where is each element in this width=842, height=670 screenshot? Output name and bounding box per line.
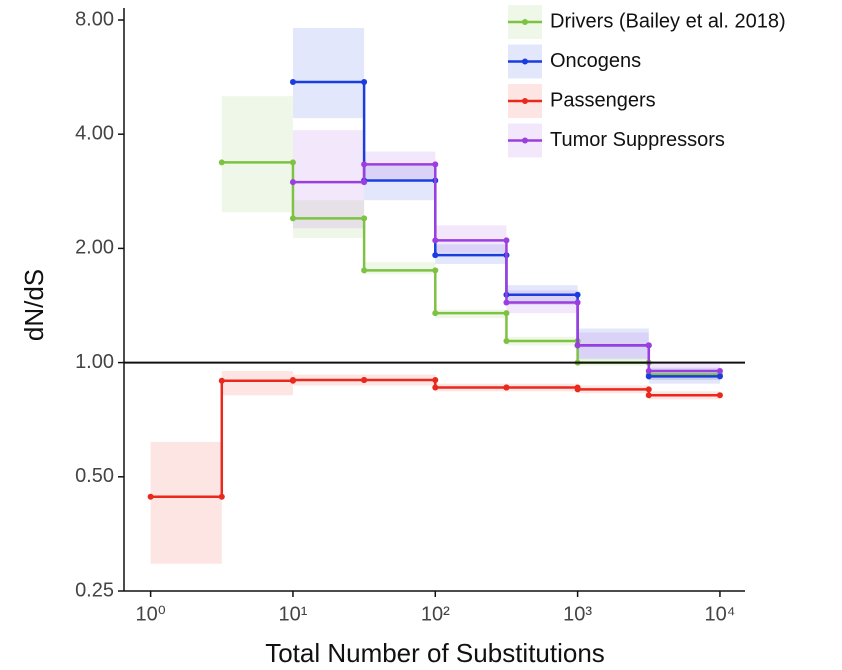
ci-band — [221, 96, 293, 213]
point — [645, 368, 652, 375]
point — [645, 392, 652, 399]
point — [218, 377, 225, 384]
x-tick-label: 10⁴ — [705, 603, 736, 625]
point — [361, 161, 368, 168]
ci-band — [292, 28, 365, 119]
point — [503, 338, 510, 345]
point — [716, 392, 723, 399]
x-tick-label: 10² — [421, 603, 450, 625]
point — [432, 310, 439, 317]
point — [716, 368, 723, 375]
point — [432, 384, 439, 391]
ci-band — [577, 328, 649, 360]
point — [503, 384, 510, 391]
ci-band — [364, 262, 436, 275]
legend-label: Tumor Suppressors — [550, 129, 725, 151]
point — [645, 373, 652, 380]
y-tick-label: 0.25 — [75, 579, 114, 601]
y-tick-label: 0.50 — [75, 465, 114, 487]
legend-key-dot — [522, 19, 528, 25]
x-tick-label: 10⁰ — [135, 603, 165, 625]
legend-key-dot — [522, 58, 528, 65]
ci-band — [435, 225, 507, 253]
point — [289, 215, 296, 222]
ci-band — [150, 441, 222, 564]
y-axis-title: dN/dS — [19, 269, 49, 341]
point — [361, 376, 368, 383]
y-tick-label: 2.00 — [75, 237, 114, 259]
ci-band — [364, 164, 436, 201]
point — [289, 179, 296, 186]
ci-band — [292, 130, 365, 229]
x-tick-label: 10³ — [563, 603, 592, 625]
point — [432, 252, 439, 259]
point — [574, 342, 581, 349]
point — [289, 376, 296, 383]
point — [432, 237, 439, 244]
point — [289, 79, 296, 86]
legend-label: Drivers (Bailey et al. 2018) — [550, 10, 786, 32]
x-axis-title: Total Number of Substitutions — [265, 638, 605, 668]
y-tick-label: 1.00 — [75, 351, 114, 373]
point — [361, 267, 368, 274]
point — [503, 299, 510, 306]
point — [574, 386, 581, 393]
point — [218, 159, 225, 166]
step-lines — [147, 79, 723, 500]
y-tick-label: 4.00 — [75, 122, 114, 144]
ci-band — [221, 371, 293, 396]
legend-key-dot — [522, 98, 528, 104]
point — [147, 493, 154, 500]
point — [716, 373, 723, 380]
y-tick-label: 8.00 — [75, 8, 114, 30]
legend-key-dot — [522, 137, 528, 144]
x-tick-label: 10¹ — [279, 603, 308, 625]
legend-label: Passengers — [550, 89, 656, 111]
legend-label: Oncogens — [550, 50, 641, 72]
